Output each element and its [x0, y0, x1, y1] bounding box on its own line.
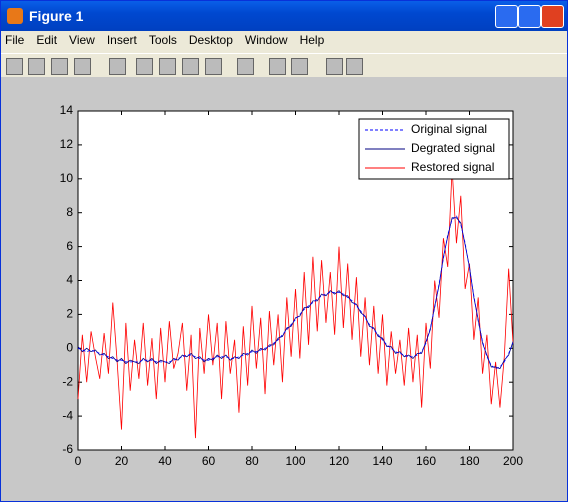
tool-button[interactable] [51, 58, 68, 75]
x-tick-label: 100 [285, 454, 305, 468]
series-line [77, 215, 514, 370]
close[interactable] [541, 5, 564, 28]
chart: 0 20 40 60 80 100 120 140 160 180 200 -6 -4 -2 0 2 4 6 8 10… [60, 103, 524, 468]
minimize[interactable] [495, 5, 518, 28]
x-tick-label: 120 [329, 454, 349, 468]
series-line [77, 168, 514, 439]
menu-item[interactable]: Edit [36, 33, 58, 47]
maximize[interactable] [518, 5, 541, 28]
menu-item[interactable]: File [5, 33, 25, 47]
x-tick-label: 40 [158, 454, 172, 468]
legend-label: Original signal [411, 122, 487, 136]
tool-button[interactable] [109, 58, 126, 75]
x-tick-label: 160 [416, 454, 436, 468]
menu-item[interactable]: Insert [106, 33, 137, 47]
y-tick-label: 8 [66, 205, 73, 219]
x-tick-label: 200 [503, 454, 523, 468]
y-tick-label: -2 [62, 374, 73, 388]
toolbar [1, 53, 567, 79]
tool-button[interactable] [291, 58, 308, 75]
menu-item[interactable]: Help [299, 33, 325, 47]
menu-item[interactable]: Tools [148, 33, 177, 47]
x-tick-label: 180 [459, 454, 479, 468]
tool-button[interactable] [136, 58, 153, 75]
legend-label: Degrated signal [411, 141, 495, 155]
title-bar: Figure 1 [1, 1, 567, 31]
x-tick-label: 80 [245, 454, 259, 468]
tool-button[interactable] [205, 58, 222, 75]
menu-item[interactable]: Desktop [188, 33, 233, 47]
tool-button[interactable] [182, 58, 199, 75]
menu-item[interactable]: View [69, 33, 95, 47]
x-tick-label: 60 [202, 454, 216, 468]
tool-button[interactable] [346, 58, 363, 75]
legend-label: Restored signal [411, 160, 494, 174]
y-tick-label: 6 [66, 239, 73, 253]
menu-item[interactable]: Window [244, 33, 288, 47]
y-tick-label: 2 [66, 307, 73, 321]
y-tick-label: -4 [62, 408, 73, 422]
tool-button[interactable] [237, 58, 254, 75]
x-tick-label: 140 [372, 454, 392, 468]
y-tick-label: 12 [60, 137, 74, 151]
tool-button[interactable] [6, 58, 23, 75]
tool-button[interactable] [159, 58, 176, 75]
y-tick-label: 10 [60, 171, 74, 185]
tool-button[interactable] [28, 58, 45, 75]
figure-area: 0 20 40 60 80 100 120 140 160 180 200 -6 -4 -2 0 2 4 6 8 10… [1, 77, 567, 501]
y-tick-label: 4 [66, 273, 73, 287]
x-tick-label: 20 [115, 454, 129, 468]
y-tick-label: 0 [66, 340, 73, 354]
tool-button[interactable] [269, 58, 286, 75]
x-tick-label: 0 [75, 454, 82, 468]
tool-button[interactable] [326, 58, 343, 75]
tool-button[interactable] [74, 58, 91, 75]
menu-bar: File Edit View Insert Tools Desktop Window Help [1, 31, 567, 53]
y-tick-label: -6 [62, 442, 73, 456]
y-tick-label: 14 [60, 103, 74, 117]
window-title: Figure 1 [29, 8, 84, 24]
